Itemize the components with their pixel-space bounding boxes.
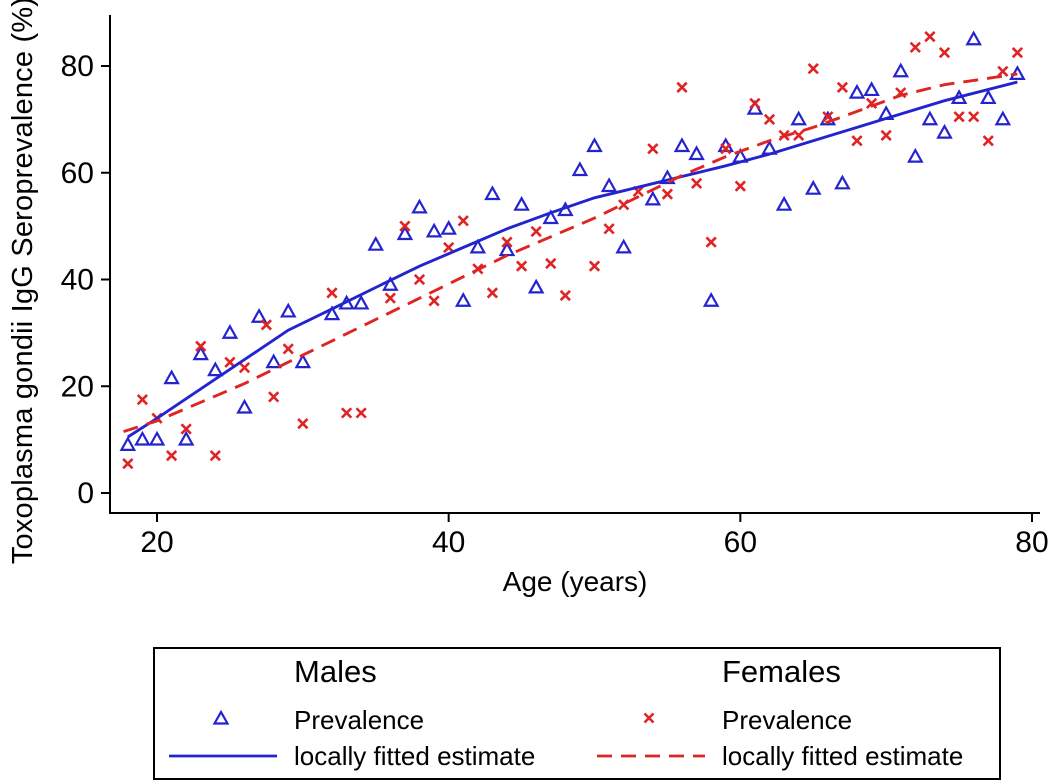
y-axis-title: Toxoplasma gondii IgG Seroprevalence (%) xyxy=(4,0,44,564)
scatter-plot-canvas: 0 20 40 60 80 20 40 60 80 xyxy=(61,15,1049,559)
female-x-marker-icon xyxy=(643,712,655,724)
svg-text:60: 60 xyxy=(724,526,757,559)
legend-item-males-fit: locally fitted estimate xyxy=(294,741,536,771)
male-triangle-marker-icon xyxy=(212,709,230,725)
legend-item-females-fit: locally fitted estimate xyxy=(722,741,964,771)
svg-text:0: 0 xyxy=(77,477,94,510)
legend-item-males-prevalence: Prevalence xyxy=(294,705,425,735)
male-solid-line-icon xyxy=(169,754,277,758)
svg-text:80: 80 xyxy=(1015,526,1048,559)
legend-box: Males Prevalence locally fitted estimate… xyxy=(153,647,1001,780)
legend-header-males: Males xyxy=(294,654,377,689)
x-axis-title: Age (years) xyxy=(502,566,648,597)
y-axis-title-text: Toxoplasma gondii IgG Seroprevalence (%) xyxy=(7,0,40,564)
svg-text:20: 20 xyxy=(140,526,173,559)
svg-text:60: 60 xyxy=(61,157,94,190)
legend-header-females: Females xyxy=(722,654,841,689)
svg-text:40: 40 xyxy=(432,526,465,559)
svg-text:20: 20 xyxy=(61,370,94,403)
svg-text:40: 40 xyxy=(61,264,94,297)
svg-text:80: 80 xyxy=(61,50,94,83)
legend-item-females-prevalence: Prevalence xyxy=(722,705,853,735)
female-dashed-line-icon xyxy=(597,754,705,758)
